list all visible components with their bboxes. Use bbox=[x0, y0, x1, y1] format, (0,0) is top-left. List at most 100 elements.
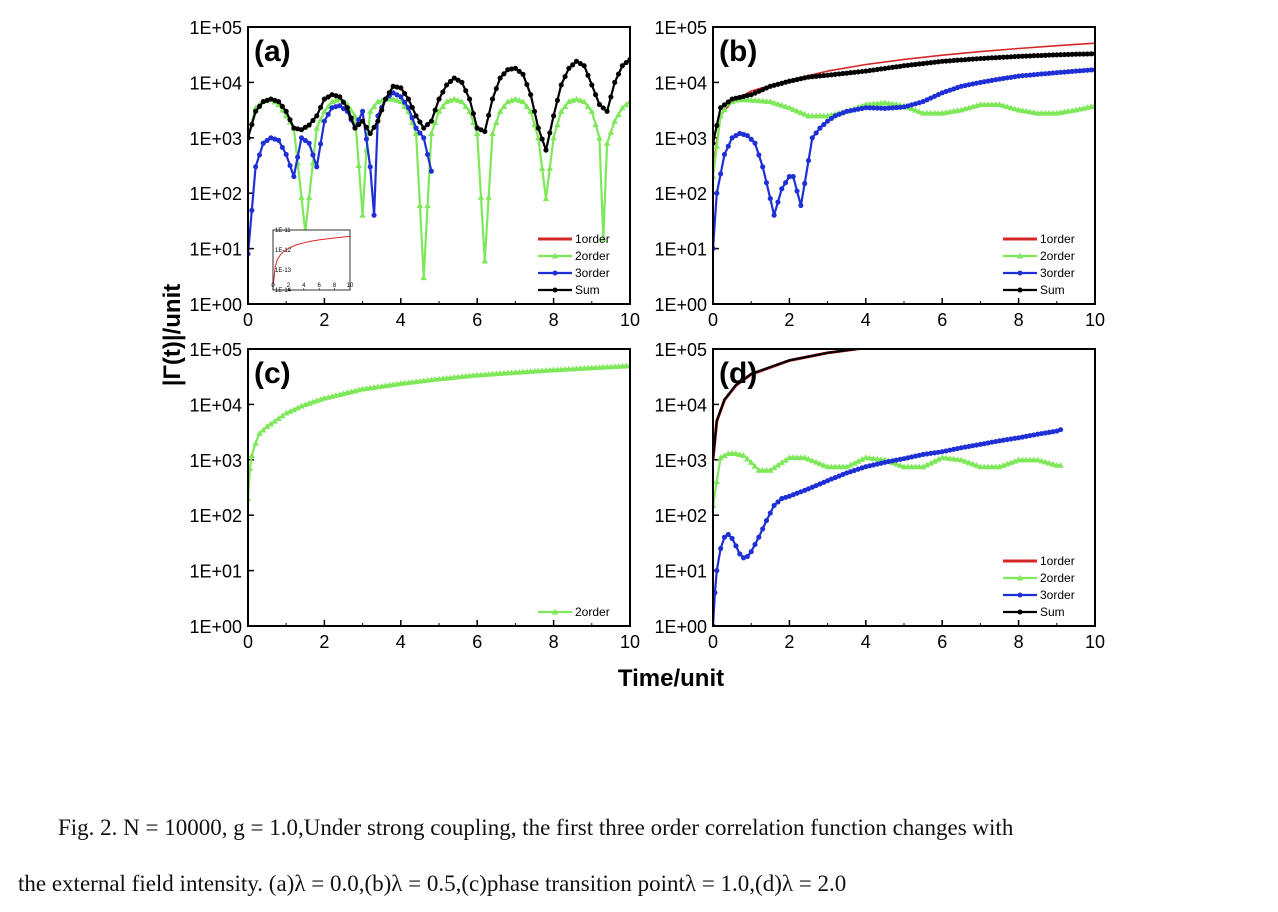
series-sum-marker bbox=[295, 126, 301, 132]
x-tick-label: 10 bbox=[1085, 310, 1105, 330]
series-3order-marker bbox=[783, 180, 789, 186]
series-sum-marker bbox=[543, 147, 549, 153]
series-3order-marker bbox=[825, 118, 831, 124]
series-sum-marker bbox=[1002, 337, 1005, 340]
series-2order-marker bbox=[740, 452, 747, 458]
series-2order-marker bbox=[874, 455, 881, 462]
series-sum-marker bbox=[283, 108, 289, 114]
legend-label: 2order bbox=[575, 605, 610, 619]
series-3order-marker bbox=[928, 450, 934, 456]
series-2order-marker bbox=[961, 457, 969, 464]
inset-x-tick-label: 8 bbox=[333, 283, 337, 289]
series-3order-marker bbox=[966, 82, 972, 88]
series-sum-marker bbox=[604, 108, 610, 114]
series-sum-marker bbox=[1031, 53, 1037, 59]
series-3order-marker bbox=[744, 132, 750, 139]
series-3order-marker bbox=[920, 451, 926, 457]
series-3order-marker bbox=[935, 91, 941, 98]
x-tick-label: 4 bbox=[396, 310, 406, 330]
series-sum-marker bbox=[1019, 53, 1025, 59]
series-2order-marker bbox=[267, 420, 275, 427]
series-sum-marker bbox=[851, 69, 857, 75]
x-tick-label: 0 bbox=[243, 310, 253, 330]
series-2order-marker bbox=[778, 459, 785, 466]
series-2order-marker bbox=[870, 455, 877, 461]
series-sum-marker bbox=[585, 72, 591, 78]
series-3order-marker bbox=[882, 105, 888, 111]
y-tick-label: 1E+05 bbox=[654, 340, 707, 360]
series-sum-marker bbox=[994, 337, 997, 340]
series-3order-marker bbox=[321, 118, 327, 124]
series-sum-marker bbox=[809, 74, 815, 80]
series-sum-marker bbox=[451, 75, 457, 81]
series-sum-marker bbox=[748, 92, 754, 98]
series-3order-marker bbox=[360, 108, 366, 114]
series-3order-marker bbox=[714, 190, 720, 196]
x-tick-label: 0 bbox=[708, 632, 718, 652]
series-sum-marker bbox=[1023, 53, 1029, 59]
series-sum-marker bbox=[1008, 54, 1014, 60]
series-sum-marker bbox=[907, 343, 910, 346]
series-2order-marker bbox=[592, 121, 599, 128]
series-sum-marker bbox=[729, 96, 735, 102]
y-tick-label: 1E+05 bbox=[189, 340, 242, 360]
series-3order-marker bbox=[306, 140, 312, 146]
series-3order-marker bbox=[337, 103, 343, 109]
series-sum-marker bbox=[895, 344, 898, 347]
series-sum-marker bbox=[723, 398, 726, 401]
series-sum-marker bbox=[482, 128, 488, 135]
series-sum-marker bbox=[756, 88, 762, 94]
series-2order-marker bbox=[577, 97, 584, 103]
series-sum-marker bbox=[899, 344, 902, 347]
series-2order-marker bbox=[435, 108, 443, 114]
series-3order-marker bbox=[756, 152, 762, 158]
series-sum-marker bbox=[901, 63, 907, 69]
series-2order-marker bbox=[801, 110, 808, 117]
series-3order-marker bbox=[394, 92, 400, 98]
y-tick-label: 1E+02 bbox=[189, 184, 242, 204]
series-2order-marker bbox=[622, 101, 630, 108]
series-2order-marker bbox=[770, 99, 778, 106]
x-tick-label: 2 bbox=[319, 632, 329, 652]
series-3order-marker bbox=[935, 449, 941, 455]
series-sum-marker bbox=[1046, 52, 1052, 58]
legend-marker bbox=[1017, 287, 1023, 293]
x-tick-label: 0 bbox=[708, 310, 718, 330]
series-2order-marker bbox=[485, 193, 492, 200]
series-sum-marker bbox=[914, 342, 917, 345]
legend-label: Sum bbox=[1040, 605, 1065, 619]
series-2order-marker bbox=[858, 456, 866, 462]
series-2order-marker bbox=[809, 457, 816, 464]
series-3order-marker bbox=[1069, 68, 1075, 74]
series-3order-marker bbox=[821, 122, 827, 128]
series-2order-marker bbox=[721, 452, 728, 459]
series-sum-marker bbox=[348, 115, 354, 121]
series-2order-marker bbox=[523, 103, 531, 110]
series-sum-marker bbox=[371, 124, 377, 130]
series-sum-marker bbox=[874, 66, 880, 73]
series-3order-marker bbox=[760, 526, 766, 532]
series-3order-marker bbox=[752, 541, 758, 547]
series-sum-marker bbox=[489, 96, 496, 102]
series-2order-marker bbox=[370, 103, 378, 110]
series-sum-marker bbox=[531, 108, 538, 114]
series-3order-marker bbox=[1031, 432, 1037, 438]
series-3order-marker bbox=[798, 202, 804, 209]
series-sum-marker bbox=[932, 59, 938, 65]
series-2order-marker bbox=[755, 97, 763, 104]
series-sum-marker bbox=[956, 339, 959, 342]
series-2order-marker bbox=[263, 423, 271, 430]
series-2order-marker bbox=[474, 130, 481, 136]
series-3order-marker bbox=[1077, 68, 1083, 74]
series-3order-marker bbox=[1012, 74, 1018, 80]
series-2order-marker bbox=[893, 460, 900, 467]
series-2order-marker bbox=[843, 463, 850, 470]
series-2order-marker bbox=[294, 404, 301, 411]
series-3order-marker bbox=[813, 482, 819, 489]
legend-label: 3order bbox=[575, 266, 610, 280]
series-sum-marker bbox=[928, 60, 934, 66]
legend-label: 2order bbox=[1040, 249, 1075, 263]
series-sum-marker bbox=[825, 72, 831, 78]
inset-x-tick-label: 10 bbox=[347, 283, 354, 289]
series-sum-marker bbox=[360, 118, 366, 124]
